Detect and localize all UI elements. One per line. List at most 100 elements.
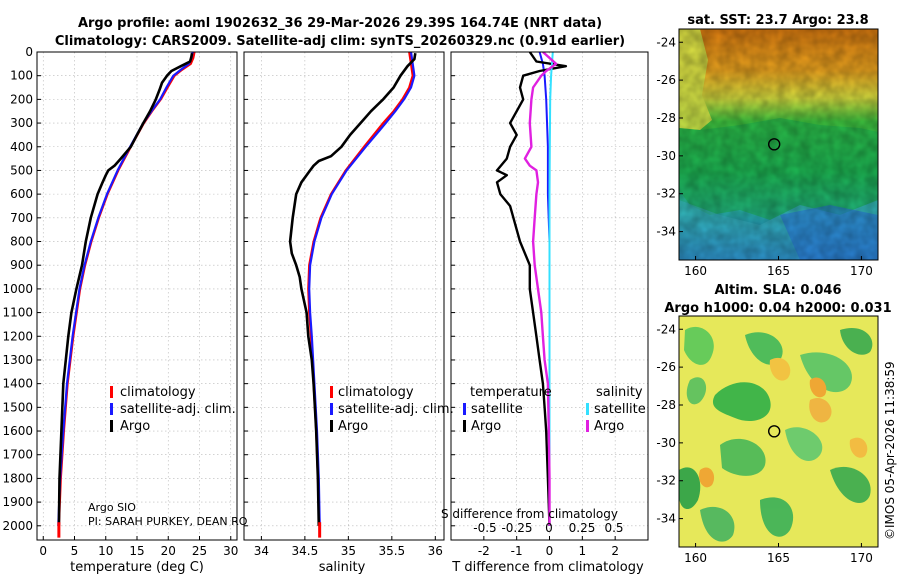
depth-label-100: 100 <box>10 69 33 83</box>
legend-swatch-t-argo <box>463 420 466 432</box>
xtick-label-36: 36 <box>428 544 443 558</box>
salinity-frame <box>243 51 445 541</box>
series-argo <box>57 52 194 526</box>
map-ylabel--30: -30 <box>656 436 676 450</box>
map-ylabel--26: -26 <box>656 360 676 374</box>
s-difference-ticks: -0.5 -0.25 0 0.25 0.5 <box>473 521 623 535</box>
sst-map-title: sat. SST: 23.7 Argo: 23.8 <box>687 13 868 28</box>
map-xlabel-160: 160 <box>684 264 707 278</box>
salinity-ticks: 34 34.5 35 35.5 36 <box>244 51 443 558</box>
salinity-xlabel: salinity <box>319 560 366 575</box>
xtick-label-20: 20 <box>161 544 176 558</box>
map-xlabel-160: 160 <box>684 551 707 565</box>
legend-swatch-climatology-s <box>330 386 333 398</box>
legend-label-t-argo: Argo <box>471 419 501 434</box>
depth-label-700: 700 <box>10 211 33 225</box>
map-ylabel--28: -28 <box>656 398 676 412</box>
sla-map-title-line2: Argo h1000: 0.04 h2000: 0.031 <box>664 301 891 316</box>
map-xlabel-170: 170 <box>850 551 873 565</box>
map-ylabel--34: -34 <box>656 225 676 239</box>
depth-label-1100: 1100 <box>2 306 33 320</box>
xtick-label-10: 10 <box>98 544 113 558</box>
legend-label-satellite-adj-s: satellite-adj. clim. <box>338 402 454 417</box>
depth-label-1900: 1900 <box>2 495 33 509</box>
xtick-label-30: 30 <box>223 544 238 558</box>
map-ylabel--28: -28 <box>656 111 676 125</box>
legend-label-climatology-s: climatology <box>338 385 414 400</box>
xtick-label-0: 0 <box>39 544 47 558</box>
salinity-panel: 34 34.5 35 35.5 36 salinity climatology sate… <box>243 51 454 575</box>
xtick-label-15: 15 <box>129 544 144 558</box>
temperature-grid <box>37 51 237 540</box>
sla-argo-marker <box>767 425 781 438</box>
legend-label-s-argo: Argo <box>594 419 624 434</box>
sst-texture <box>679 29 878 260</box>
legend-swatch-satellite-adj <box>110 403 113 415</box>
xtick-label-2: 2 <box>611 544 619 558</box>
legend-swatch-argo <box>110 420 113 432</box>
temperature-series <box>57 52 196 538</box>
sla-features <box>679 326 873 542</box>
map-xlabel-165: 165 <box>767 264 790 278</box>
s-tick-5: 0.5 <box>604 521 623 535</box>
depth-label-600: 600 <box>10 187 33 201</box>
difference-series <box>495 52 568 526</box>
xtick-label--2: -2 <box>478 544 490 558</box>
difference-ticks: -2 -1 0 1 2 <box>451 51 619 558</box>
depth-label-400: 400 <box>10 140 33 154</box>
map-ylabel--26: -26 <box>656 73 676 87</box>
legend-swatch-argo-s <box>330 420 333 432</box>
sla-map-title-line1: Altim. SLA: 0.046 <box>715 283 842 298</box>
difference-frame <box>450 51 649 541</box>
argo-position-circle <box>767 425 781 438</box>
temperature-legend: climatology satellite-adj. clim. Argo <box>110 385 236 434</box>
depth-label-1300: 1300 <box>2 353 33 367</box>
imos-timestamp: ©IMOS 05-Apr-2026 11:38:59 <box>883 361 897 540</box>
credit-line1: Argo SIO <box>88 501 136 514</box>
s-tick-2: -0.25 <box>501 521 532 535</box>
legend-title-temperature: temperature <box>470 385 552 400</box>
legend-label-climatology: climatology <box>120 385 196 400</box>
xtick-label--1: -1 <box>511 544 523 558</box>
map-ylabel--30: -30 <box>656 149 676 163</box>
depth-label-0: 0 <box>25 45 33 59</box>
xtick-label-34.5: 34.5 <box>292 544 319 558</box>
legend-swatch-climatology <box>110 386 113 398</box>
legend-swatch-s-satellite <box>586 403 589 415</box>
temperature-panel: 0 5 10 15 20 25 30 0 100 200 300 400 500 600 700 800 90… <box>2 45 247 575</box>
depth-label-1000: 1000 <box>2 282 33 296</box>
legend-label-satellite-adj: satellite-adj. clim. <box>120 402 236 417</box>
xtick-label-35: 35 <box>341 544 356 558</box>
salinity-series <box>288 52 417 538</box>
depth-label-800: 800 <box>10 235 33 249</box>
map-xlabel-170: 170 <box>850 264 873 278</box>
xtick-label-34: 34 <box>254 544 269 558</box>
map-ylabel--32: -32 <box>656 474 676 488</box>
legend-swatch-satellite-adj-s <box>330 403 333 415</box>
sst-map-ticks: 160 165 170 -24 -26 -28 -30 -32 -34 <box>656 35 872 278</box>
temperature-xlabel: temperature (deg C) <box>70 560 204 575</box>
s-tick-3: 0 <box>545 521 553 535</box>
depth-label-1800: 1800 <box>2 471 33 485</box>
series-satellite-adj-clim- <box>57 52 194 526</box>
depth-label-500: 500 <box>10 163 33 177</box>
map-ylabel--32: -32 <box>656 187 676 201</box>
figure-title-line2: Climatology: CARS2009. Satellite-adj cli… <box>55 34 625 49</box>
series-argo <box>288 53 417 526</box>
legend-label-argo-s: Argo <box>338 419 368 434</box>
figure-title-line1: Argo profile: aoml 1902632_36 29-Mar-202… <box>78 16 602 31</box>
map-xlabel-165: 165 <box>767 551 790 565</box>
legend-title-salinity: salinity <box>596 385 643 400</box>
temperature-ticks: 0 5 10 15 20 25 30 <box>37 51 238 558</box>
s-tick-1: -0.5 <box>473 521 496 535</box>
xtick-label-35.5: 35.5 <box>378 544 405 558</box>
credit-line2: PI: SARAH PURKEY, DEAN RO <box>88 515 248 528</box>
legend-label-s-satellite: satellite <box>594 402 646 417</box>
salinity-grid <box>244 51 444 540</box>
difference-panel: -2 -1 0 1 2 T difference from climatology S … <box>441 51 649 575</box>
sst-argo-marker <box>767 138 781 151</box>
depth-tick-labels: 0 100 200 300 400 500 600 700 800 900 1000 1100 1200… <box>2 45 33 533</box>
legend-label-t-satellite: satellite <box>471 402 523 417</box>
depth-label-200: 200 <box>10 92 33 106</box>
